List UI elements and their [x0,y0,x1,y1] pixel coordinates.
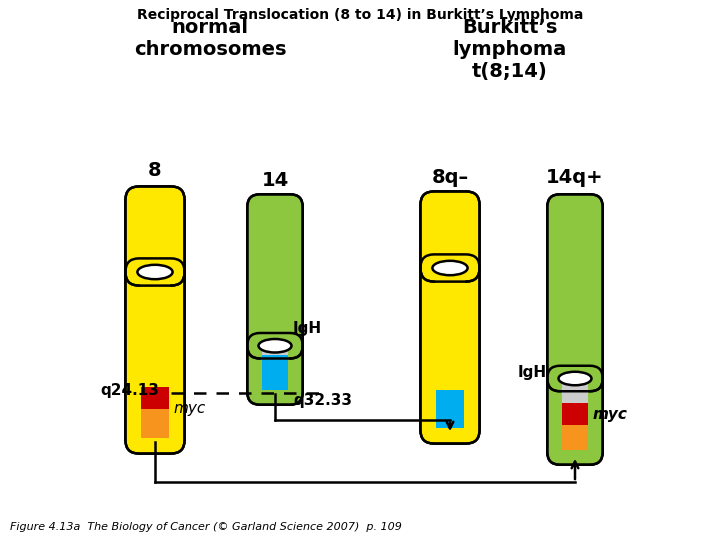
Bar [562,381,588,403]
Bar [562,425,588,450]
Text: 8: 8 [148,161,162,180]
FancyBboxPatch shape [420,254,480,443]
FancyBboxPatch shape [247,333,302,405]
Bar [435,249,465,287]
FancyBboxPatch shape [420,191,480,281]
FancyBboxPatch shape [547,194,603,392]
Text: q32.33: q32.33 [293,393,352,408]
FancyBboxPatch shape [247,194,302,359]
FancyBboxPatch shape [547,366,603,465]
Text: Reciprocal Translocation (8 to 14) in Burkitt’s Lymphoma: Reciprocal Translocation (8 to 14) in Bu… [137,8,583,22]
Text: IgH: IgH [293,321,322,336]
Bar [261,332,289,360]
Text: myc: myc [593,407,628,422]
Text: myc: myc [173,401,205,415]
Text: 14q+: 14q+ [546,168,604,187]
Bar [141,409,169,438]
Bar [561,356,589,401]
Ellipse shape [258,339,292,353]
Bar [562,403,588,425]
Text: Burkitt’s
lymphoma
t(8;14): Burkitt’s lymphoma t(8;14) [453,18,567,81]
Text: normal
chromosomes: normal chromosomes [134,18,287,59]
Text: 8q–: 8q– [431,168,469,187]
FancyBboxPatch shape [125,186,184,286]
Bar [140,251,170,294]
Text: q24.13: q24.13 [100,382,159,397]
Text: 14: 14 [261,171,289,190]
FancyBboxPatch shape [125,259,184,454]
Bar [141,387,169,409]
Ellipse shape [433,261,467,275]
Text: Figure 4.13a  The Biology of Cancer (© Garland Science 2007)  p. 109: Figure 4.13a The Biology of Cancer (© Ga… [10,522,402,532]
Ellipse shape [559,372,592,385]
Text: IgH: IgH [518,366,547,381]
Bar [436,389,464,428]
Bar [262,348,288,355]
Ellipse shape [138,265,173,279]
Bar [262,355,288,390]
